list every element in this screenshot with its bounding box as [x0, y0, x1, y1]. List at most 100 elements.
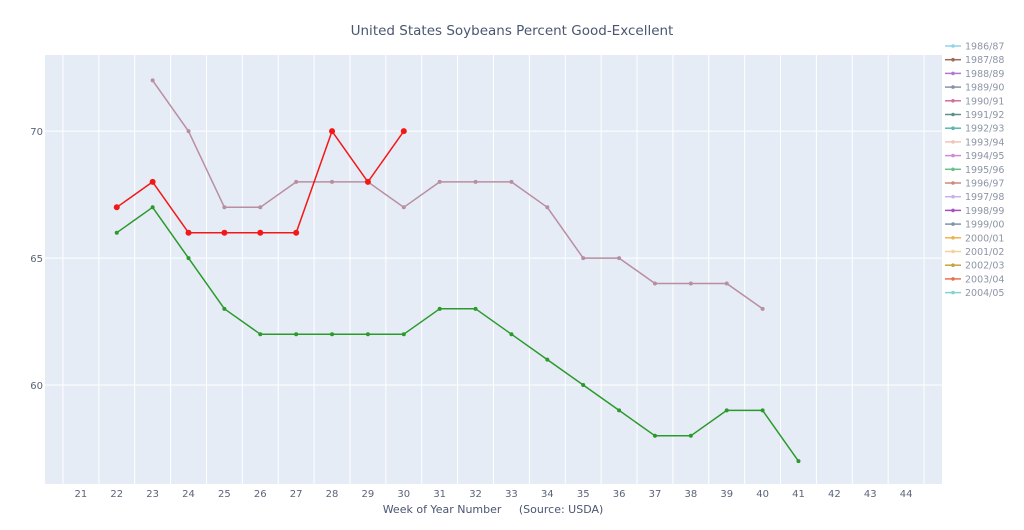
data-point[interactable]	[581, 256, 586, 261]
x-tick-label: 40	[756, 489, 769, 500]
data-point[interactable]	[330, 179, 335, 184]
legend-item[interactable]: 2004/05	[945, 288, 1004, 299]
data-point[interactable]	[258, 205, 263, 210]
x-tick-label: 30	[397, 489, 410, 500]
y-tick-label: 70	[30, 127, 43, 138]
x-tick-label: 29	[362, 489, 375, 500]
legend-item[interactable]: 1992/93	[945, 124, 1004, 135]
data-point[interactable]	[294, 332, 299, 337]
legend-item[interactable]: 1995/96	[945, 165, 1004, 176]
legend-item[interactable]: 1991/92	[945, 110, 1004, 121]
series-3[interactable]	[113, 128, 407, 236]
x-tick-label: 31	[433, 489, 446, 500]
data-point[interactable]	[437, 306, 442, 311]
legend-item[interactable]: 1993/94	[945, 137, 1004, 148]
legend-marker-swatch	[951, 71, 955, 76]
legend-item[interactable]: 1989/90	[945, 83, 1004, 94]
series-layer	[113, 78, 801, 464]
data-point[interactable]	[222, 306, 227, 311]
legend-label: 2001/02	[965, 247, 1004, 258]
legend-item[interactable]: 1987/88	[945, 55, 1004, 66]
x-tick-label: 39	[720, 489, 733, 500]
legend-marker-swatch	[951, 112, 955, 117]
legend-item[interactable]: 1994/95	[945, 151, 1004, 162]
legend-label: 2003/04	[965, 274, 1004, 285]
legend-item[interactable]: 1990/91	[945, 96, 1004, 107]
x-tick-label: 34	[541, 489, 554, 500]
legend-item[interactable]: 1997/98	[945, 192, 1004, 203]
x-tick-label: 32	[469, 489, 482, 500]
legend[interactable]: 1986/87 1987/88 1988/89 1989/90 1990/91 1991/…	[945, 42, 1004, 300]
data-point[interactable]	[258, 332, 263, 337]
data-point[interactable]	[473, 179, 478, 184]
data-point[interactable]	[760, 408, 765, 413]
series-2[interactable]	[114, 205, 801, 464]
legend-item[interactable]: 1986/87	[945, 42, 1004, 53]
legend-item[interactable]: 1999/00	[945, 220, 1004, 231]
data-point[interactable]	[150, 205, 155, 210]
x-tick-label: 22	[110, 489, 123, 500]
x-tick-label: 33	[505, 489, 518, 500]
data-point[interactable]	[617, 256, 622, 261]
data-point[interactable]	[185, 229, 192, 236]
data-point[interactable]	[114, 230, 119, 235]
data-point[interactable]	[186, 129, 191, 134]
x-tick-label: 26	[254, 489, 267, 500]
data-point[interactable]	[724, 281, 729, 286]
data-point[interactable]	[149, 178, 156, 185]
data-point[interactable]	[688, 433, 693, 438]
data-point[interactable]	[581, 383, 586, 387]
data-point[interactable]	[545, 205, 550, 210]
data-point[interactable]	[652, 281, 657, 286]
legend-marker-swatch	[951, 44, 955, 48]
legend-marker-swatch	[951, 263, 955, 268]
legend-item[interactable]: 1988/89	[945, 69, 1004, 80]
legend-label: 1990/91	[965, 96, 1004, 107]
data-point[interactable]	[401, 332, 406, 337]
data-point[interactable]	[509, 332, 514, 337]
data-point[interactable]	[365, 332, 370, 337]
data-point[interactable]	[688, 281, 693, 286]
chart-title: United States Soybeans Percent Good-Exce…	[351, 23, 674, 39]
data-point[interactable]	[760, 306, 765, 311]
legend-item[interactable]: 2000/01	[945, 233, 1004, 244]
data-point[interactable]	[364, 178, 371, 185]
data-point[interactable]	[652, 433, 657, 438]
data-point[interactable]	[437, 179, 442, 184]
data-point[interactable]	[150, 78, 155, 83]
data-point[interactable]	[796, 459, 801, 464]
legend-marker-swatch	[951, 99, 955, 103]
legend-item[interactable]: 2003/04	[945, 274, 1004, 285]
data-point[interactable]	[329, 128, 336, 135]
data-point[interactable]	[293, 229, 300, 236]
data-point[interactable]	[222, 205, 227, 210]
x-tick-label: 27	[290, 489, 303, 500]
data-point[interactable]	[330, 332, 335, 337]
data-point[interactable]	[186, 256, 191, 261]
legend-label: 1991/92	[965, 110, 1004, 121]
data-point[interactable]	[617, 408, 622, 413]
data-point[interactable]	[221, 229, 228, 236]
legend-label: 1997/98	[965, 192, 1004, 203]
data-point[interactable]	[113, 204, 120, 211]
legend-marker-swatch	[951, 85, 955, 89]
data-point[interactable]	[509, 179, 514, 184]
legend-item[interactable]: 1998/99	[945, 206, 1004, 217]
legend-marker-swatch	[951, 181, 955, 185]
data-point[interactable]	[400, 128, 407, 135]
legend-item[interactable]: 2002/03	[945, 261, 1004, 272]
data-point[interactable]	[257, 229, 264, 236]
legend-item[interactable]: 1996/97	[945, 179, 1004, 190]
legend-marker-swatch	[951, 208, 955, 213]
data-point[interactable]	[294, 179, 299, 184]
data-point[interactable]	[401, 205, 406, 210]
data-point[interactable]	[545, 357, 550, 362]
grid	[45, 55, 942, 484]
series-line	[151, 79, 764, 310]
legend-marker-swatch	[951, 277, 955, 281]
series-1[interactable]	[150, 78, 765, 311]
legend-item[interactable]: 2001/02	[945, 247, 1004, 258]
data-point[interactable]	[724, 408, 729, 413]
data-point[interactable]	[473, 306, 478, 311]
